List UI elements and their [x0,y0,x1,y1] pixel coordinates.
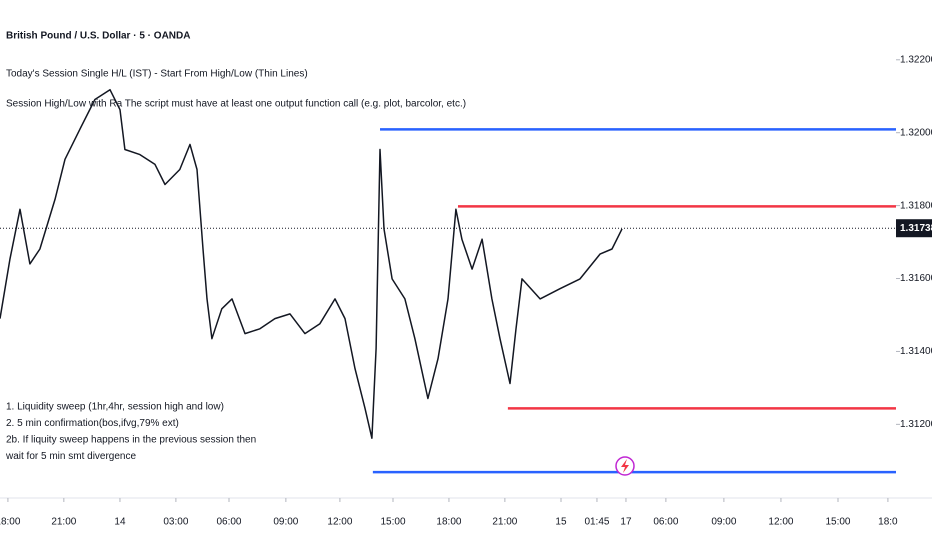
x-tick-label: 12:00 [327,517,352,528]
x-tick-label: 15:00 [825,517,850,528]
x-tick-label: 15 [555,517,567,528]
lightning-icon [615,456,635,476]
y-tick-label: 1.31200 [900,419,932,430]
x-tick-label: 06:00 [216,517,241,528]
x-tick-label: 18:00 [436,517,461,528]
price-line [0,88,623,439]
x-tick-label: 21:00 [51,517,76,528]
x-tick-label: 09:00 [711,517,736,528]
indicator-label: Session High/Low with Ra The script must… [6,99,466,110]
y-tick-label: 1.32000 [900,127,932,138]
notes: 1. Liquidity sweep (1hr,4hr, session hig… [5,402,256,463]
x-tick-label: 21:00 [492,517,517,528]
y-tick-label: 1.31800 [900,200,932,211]
x-tick-label: 01:45 [584,517,609,528]
current-price-label: 1.31738 [900,223,932,234]
indicator-label: Today's Session Single H/L (IST) - Start… [6,69,308,80]
x-tick-label: 14 [114,517,126,528]
annotation: 1. Liquidity sweep (1hr,4hr, session hig… [6,402,224,413]
x-tick-label: 17 [620,517,632,528]
chart-title: British Pound / U.S. Dollar · 5 · OANDA [6,31,190,42]
x-tick-label: 15:00 [380,517,405,528]
x-tick-label: 12:00 [768,517,793,528]
annotation: 2b. If liquity sweep happens in the prev… [6,435,256,446]
overlay: British Pound / U.S. Dollar · 5 · OANDA … [6,31,466,110]
y-tick-label: 1.32200 [900,54,932,65]
annotation: wait for 5 min smt divergence [5,451,136,462]
x-tick-label: 06:00 [653,517,678,528]
x-tick-label: 18:00 [0,517,21,528]
annotation: 2. 5 min confirmation(bos,ifvg,79% ext) [6,418,179,429]
x-tick-label: 03:00 [163,517,188,528]
x-tick-label: 18:0 [878,517,898,528]
y-tick-label: 1.31400 [900,346,932,357]
current-price-box [896,219,932,238]
y-tick-label: 1.31600 [900,273,932,284]
x-tick-label: 09:00 [273,517,298,528]
plot [0,88,896,474]
